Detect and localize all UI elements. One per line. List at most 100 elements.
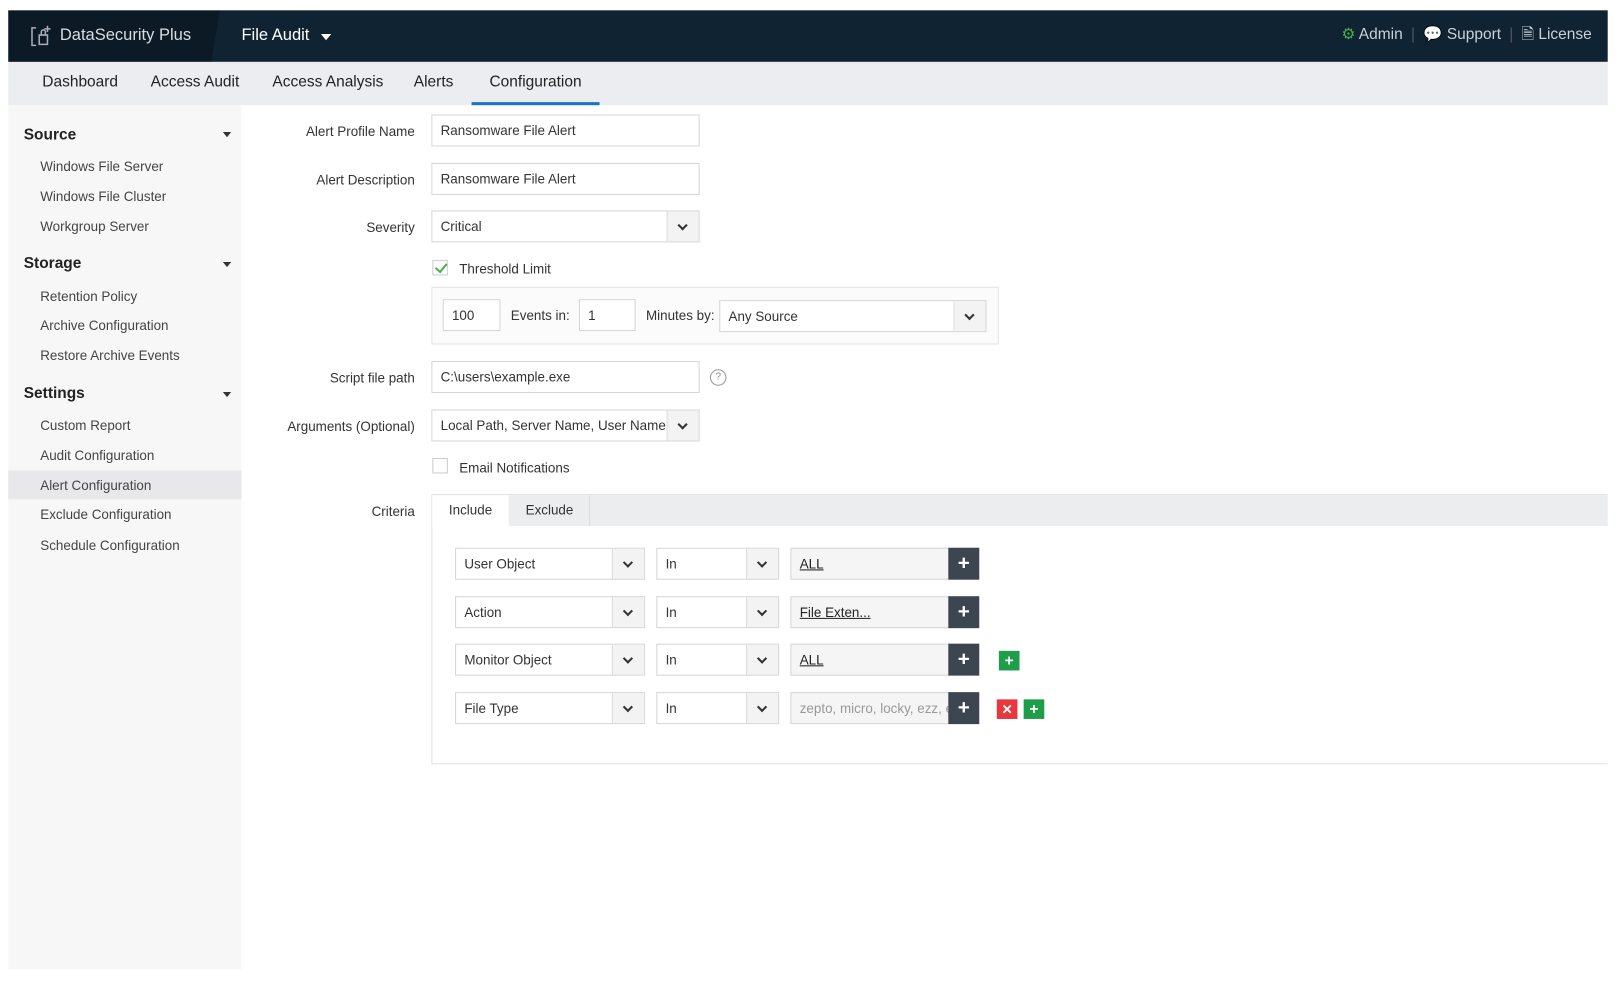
check-icon bbox=[434, 259, 448, 274]
main-nav bbox=[8, 61, 1608, 106]
chevron-down-icon bbox=[953, 301, 986, 332]
chevron-down-icon bbox=[746, 548, 779, 579]
severity-label: Severity bbox=[366, 219, 415, 236]
criteria-label: Criteria bbox=[371, 503, 415, 519]
header-links: ⚙ Admin | 💬 Support | 🗎 License bbox=[1341, 10, 1591, 62]
chevron-down-icon bbox=[611, 693, 644, 724]
admin-gear-icon: ⚙ bbox=[1341, 25, 1356, 44]
sidebar bbox=[8, 105, 242, 970]
profile-name-input[interactable]: Ransomware File Alert bbox=[431, 114, 700, 147]
criteria-operator-value: In bbox=[665, 700, 677, 716]
script-path-label: Script file path bbox=[329, 370, 415, 386]
criteria-field-select[interactable]: User Object bbox=[455, 547, 645, 580]
email-checkbox[interactable] bbox=[432, 457, 448, 474]
header-link-support[interactable]: 💬 Support bbox=[1423, 25, 1502, 44]
add-value-button[interactable]: + bbox=[948, 643, 980, 676]
header-link-license[interactable]: 🗎 License bbox=[1521, 25, 1592, 44]
caret-down-icon bbox=[321, 33, 332, 40]
chevron-down-icon bbox=[666, 211, 699, 242]
profile-name-label: Alert Profile Name bbox=[305, 123, 415, 140]
caret-down-icon[interactable] bbox=[222, 262, 232, 268]
module-selector[interactable]: File Audit bbox=[241, 10, 332, 62]
criteria-field-value: Monitor Object bbox=[464, 651, 552, 668]
help-icon[interactable]: ? bbox=[709, 369, 727, 386]
criteria-field-value: User Object bbox=[464, 555, 536, 572]
header-link-admin[interactable]: ⚙ Admin bbox=[1341, 25, 1403, 44]
criteria-field-select[interactable]: File Type bbox=[455, 692, 645, 725]
tab-alerts[interactable]: Alerts bbox=[413, 73, 454, 91]
severity-value: Critical bbox=[440, 218, 482, 235]
sidebar-section-settings[interactable]: Settings bbox=[23, 384, 85, 403]
criteria-value-field[interactable]: zepto, micro, locky, ezz, ecc bbox=[790, 692, 950, 725]
sidebar-section-source[interactable]: Source bbox=[23, 125, 77, 144]
source-value: Any Source bbox=[728, 308, 798, 324]
threshold-label: Threshold Limit bbox=[459, 260, 551, 277]
arguments-select[interactable]: Local Path, Server Name, User Name bbox=[431, 409, 700, 442]
caret-down-icon[interactable] bbox=[222, 391, 232, 398]
add-value-button[interactable]: + bbox=[948, 692, 980, 725]
license-icon: 🗎 bbox=[1521, 25, 1535, 44]
add-criteria-button[interactable]: + bbox=[998, 650, 1020, 671]
sidebar-item-windows-file-cluster[interactable]: Windows File Cluster bbox=[40, 188, 167, 205]
criteria-value-field[interactable]: File Exten... bbox=[790, 596, 950, 629]
severity-select[interactable]: Critical bbox=[431, 210, 700, 243]
tab-access-audit[interactable]: Access Audit bbox=[150, 73, 240, 91]
sidebar-item-alert-configuration[interactable]: Alert Configuration bbox=[40, 477, 152, 494]
minutes-by-label: Minutes by: bbox=[645, 307, 715, 323]
criteria-tabbar bbox=[432, 495, 1608, 527]
add-criteria-button[interactable]: + bbox=[1023, 699, 1045, 719]
sidebar-item-restore-archive-events[interactable]: Restore Archive Events bbox=[40, 347, 180, 364]
criteria-operator-select[interactable]: In bbox=[656, 692, 780, 725]
tab-configuration[interactable]: Configuration bbox=[471, 62, 600, 106]
tab-access-analysis[interactable]: Access Analysis bbox=[272, 73, 384, 91]
criteria-operator-select[interactable]: In bbox=[656, 643, 780, 676]
brand-logo-icon bbox=[31, 25, 51, 47]
tab-include[interactable]: Include bbox=[432, 495, 509, 528]
chevron-down-icon bbox=[746, 644, 779, 675]
criteria-field-select[interactable]: Monitor Object bbox=[455, 643, 645, 676]
events-in-label: Events in: bbox=[510, 307, 570, 323]
module-name: File Audit bbox=[241, 26, 310, 45]
sidebar-section-storage[interactable]: Storage bbox=[23, 254, 82, 273]
threshold-checkbox[interactable] bbox=[432, 259, 448, 276]
sidebar-item-audit-configuration[interactable]: Audit Configuration bbox=[40, 447, 155, 464]
sidebar-item-windows-file-server[interactable]: Windows File Server bbox=[40, 158, 164, 175]
criteria-operator-value: In bbox=[665, 651, 677, 668]
source-select[interactable]: Any Source bbox=[719, 300, 987, 333]
script-path-input[interactable]: C:\users\example.exe bbox=[431, 361, 700, 394]
tab-dashboard[interactable]: Dashboard bbox=[42, 73, 119, 91]
criteria-field-value: Action bbox=[464, 604, 502, 620]
sidebar-item-exclude-configuration[interactable]: Exclude Configuration bbox=[40, 506, 172, 522]
chevron-down-icon bbox=[746, 597, 779, 628]
criteria-operator-value: In bbox=[665, 555, 677, 572]
sidebar-item-workgroup-server[interactable]: Workgroup Server bbox=[40, 218, 149, 235]
add-value-button[interactable]: + bbox=[948, 547, 980, 580]
criteria-field-value: File Type bbox=[464, 700, 519, 716]
brand-area bbox=[8, 10, 220, 62]
threshold-count-input[interactable]: 100 bbox=[442, 299, 501, 332]
criteria-value-field[interactable]: ALL bbox=[790, 547, 950, 580]
top-header bbox=[8, 10, 1608, 62]
criteria-operator-select[interactable]: In bbox=[656, 596, 780, 629]
arguments-label: Arguments (Optional) bbox=[287, 418, 415, 435]
criteria-operator-select[interactable]: In bbox=[656, 547, 780, 580]
criteria-field-select[interactable]: Action bbox=[455, 596, 645, 629]
description-input[interactable]: Ransomware File Alert bbox=[431, 162, 700, 195]
arguments-value: Local Path, Server Name, User Name bbox=[440, 417, 666, 434]
chevron-down-icon bbox=[611, 548, 644, 579]
sidebar-item-custom-report[interactable]: Custom Report bbox=[40, 417, 131, 434]
sidebar-item-archive-configuration[interactable]: Archive Configuration bbox=[40, 317, 169, 334]
sidebar-item-schedule-configuration[interactable]: Schedule Configuration bbox=[40, 537, 180, 553]
remove-criteria-button[interactable]: ✕ bbox=[996, 699, 1018, 719]
criteria-operator-value: In bbox=[665, 604, 677, 620]
sidebar-item-retention-policy[interactable]: Retention Policy bbox=[40, 288, 138, 305]
caret-down-icon[interactable] bbox=[222, 132, 232, 138]
minutes-input[interactable]: 1 bbox=[578, 299, 636, 332]
description-label: Alert Description bbox=[316, 172, 415, 188]
chevron-down-icon bbox=[611, 597, 644, 628]
criteria-value-field[interactable]: ALL bbox=[790, 643, 950, 676]
tab-exclude[interactable]: Exclude bbox=[510, 495, 591, 527]
email-label: Email Notifications bbox=[459, 460, 570, 476]
brand-name: DataSecurity Plus bbox=[59, 26, 192, 45]
add-value-button[interactable]: + bbox=[948, 596, 980, 629]
